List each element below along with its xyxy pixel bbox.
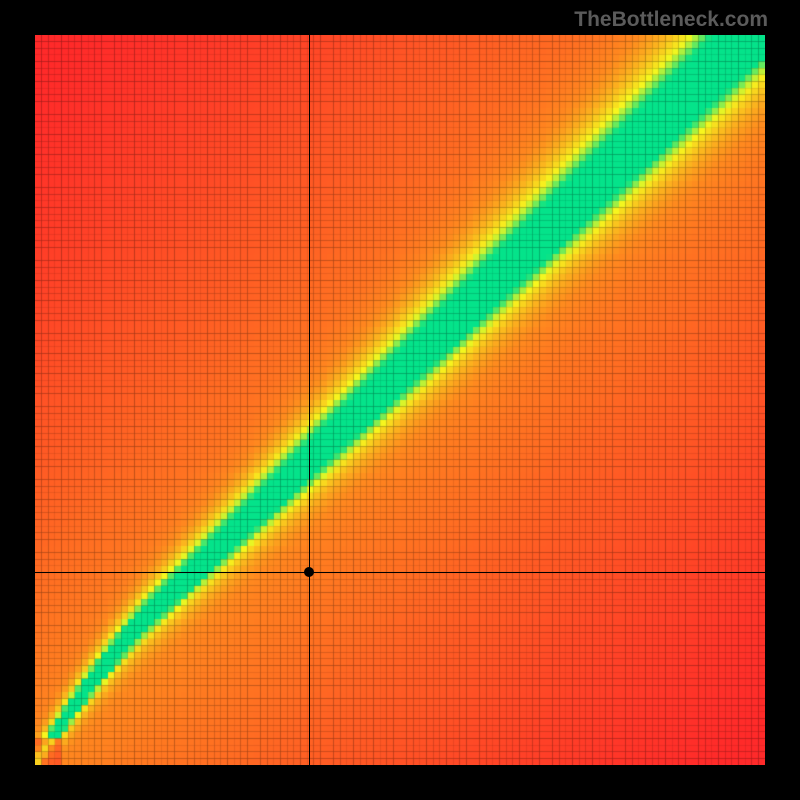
crosshair-horizontal: [35, 572, 765, 573]
crosshair-marker: [304, 567, 314, 577]
watermark-text: TheBottleneck.com: [574, 8, 768, 32]
heatmap-plot: [35, 35, 765, 765]
heatmap-canvas: [35, 35, 765, 765]
crosshair-vertical: [309, 35, 310, 765]
chart-container: { "watermark": { "text": "TheBottleneck.…: [0, 0, 800, 800]
